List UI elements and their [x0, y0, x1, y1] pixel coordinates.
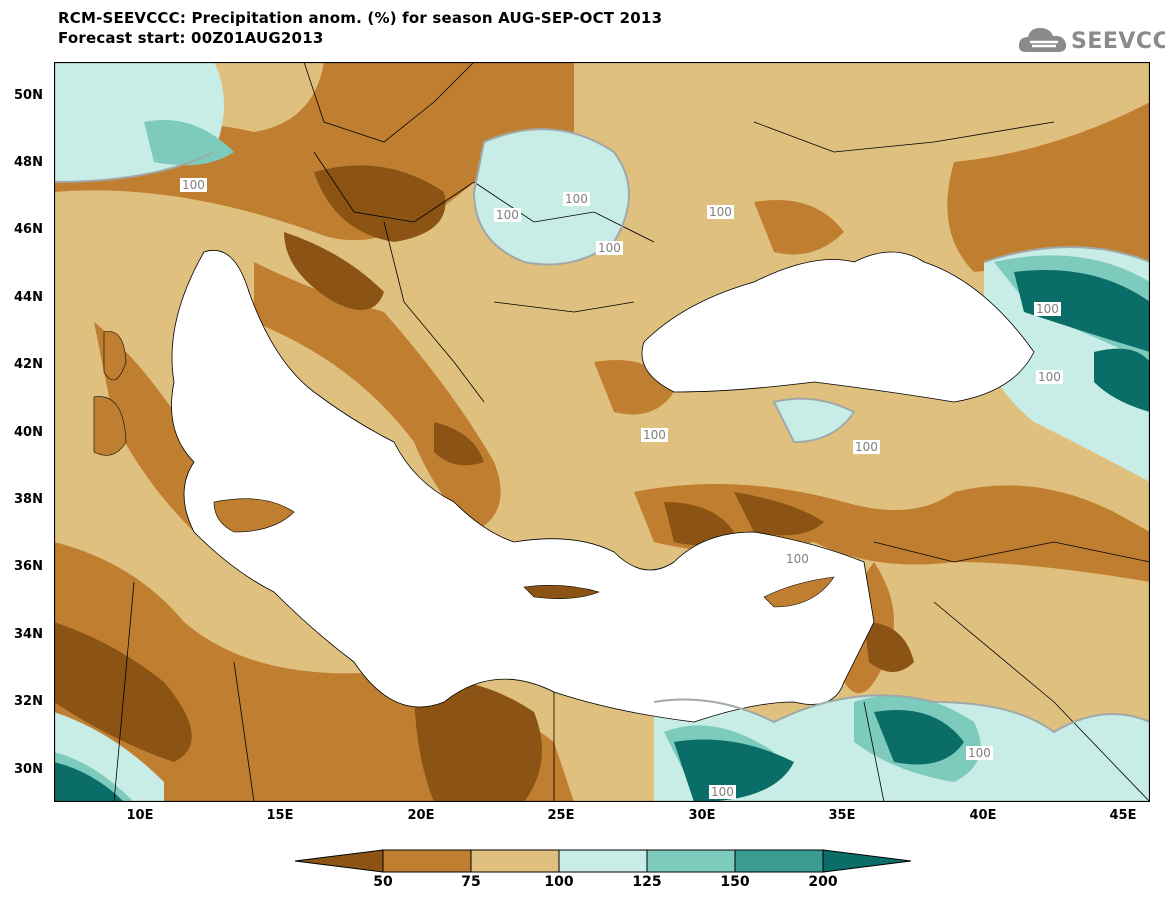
contour-label: 100 — [1034, 302, 1061, 316]
lat-tick-label: 50N — [14, 88, 43, 103]
contour-label: 100 — [563, 192, 590, 206]
contour-label: 100 — [853, 440, 880, 454]
contour-label: 100 — [1036, 370, 1063, 384]
logo-text: SEEVCCC — [1071, 29, 1165, 54]
map-canvas — [54, 62, 1150, 802]
colorbar-label: 100 — [544, 874, 574, 890]
colorbar-label: 75 — [461, 874, 481, 890]
lat-tick-label: 48N — [14, 155, 43, 170]
title-line-2: Forecast start: 00Z01AUG2013 — [58, 29, 324, 47]
colorbar — [294, 848, 915, 878]
colorbar-swatch — [822, 849, 912, 873]
lat-tick-label: 36N — [14, 559, 43, 574]
lon-tick-label: 25E — [547, 808, 575, 823]
cloud-icon — [1018, 28, 1067, 52]
colorbar-label: 50 — [373, 874, 393, 890]
colorbar-swatch — [470, 849, 560, 873]
colorbar-swatch — [734, 849, 824, 873]
lat-tick-label: 30N — [14, 762, 43, 777]
lat-tick-label: 42N — [14, 357, 43, 372]
contour-label: 100 — [784, 552, 811, 566]
precipitation-anomaly-map — [54, 62, 1150, 802]
lon-tick-label: 40E — [969, 808, 997, 823]
contour-label: 100 — [180, 178, 207, 192]
lat-tick-label: 32N — [14, 694, 43, 709]
title-line-1: RCM-SEEVCCC: Precipitation anom. (%) for… — [58, 9, 663, 27]
lat-tick-label: 38N — [14, 492, 43, 507]
colorbar-swatch — [294, 849, 384, 873]
colorbar-swatches — [294, 849, 912, 873]
contour-label: 100 — [966, 746, 993, 760]
contour-label: 100 — [641, 428, 668, 442]
contour-label: 100 — [596, 241, 623, 255]
seevccc-logo: SEEVCCC — [1018, 20, 1165, 60]
colorbar-swatch — [382, 849, 472, 873]
lat-tick-label: 46N — [14, 222, 43, 237]
colorbar-swatch — [558, 849, 648, 873]
lon-tick-label: 35E — [828, 808, 856, 823]
colorbar-swatch — [646, 849, 736, 873]
lon-tick-label: 10E — [126, 808, 154, 823]
lat-tick-label: 44N — [14, 290, 43, 305]
lat-tick-label: 40N — [14, 425, 43, 440]
lon-tick-label: 45E — [1109, 808, 1137, 823]
contour-label: 100 — [709, 785, 736, 799]
contour-label: 100 — [494, 208, 521, 222]
colorbar-label: 200 — [808, 874, 838, 890]
colorbar-label: 150 — [720, 874, 750, 890]
lon-tick-label: 20E — [407, 808, 435, 823]
chart-title: RCM-SEEVCCC: Precipitation anom. (%) for… — [58, 8, 662, 48]
colorbar-label: 125 — [632, 874, 662, 890]
contour-label: 100 — [707, 205, 734, 219]
lon-tick-label: 15E — [266, 808, 294, 823]
lat-tick-label: 34N — [14, 627, 43, 642]
lon-tick-label: 30E — [688, 808, 716, 823]
